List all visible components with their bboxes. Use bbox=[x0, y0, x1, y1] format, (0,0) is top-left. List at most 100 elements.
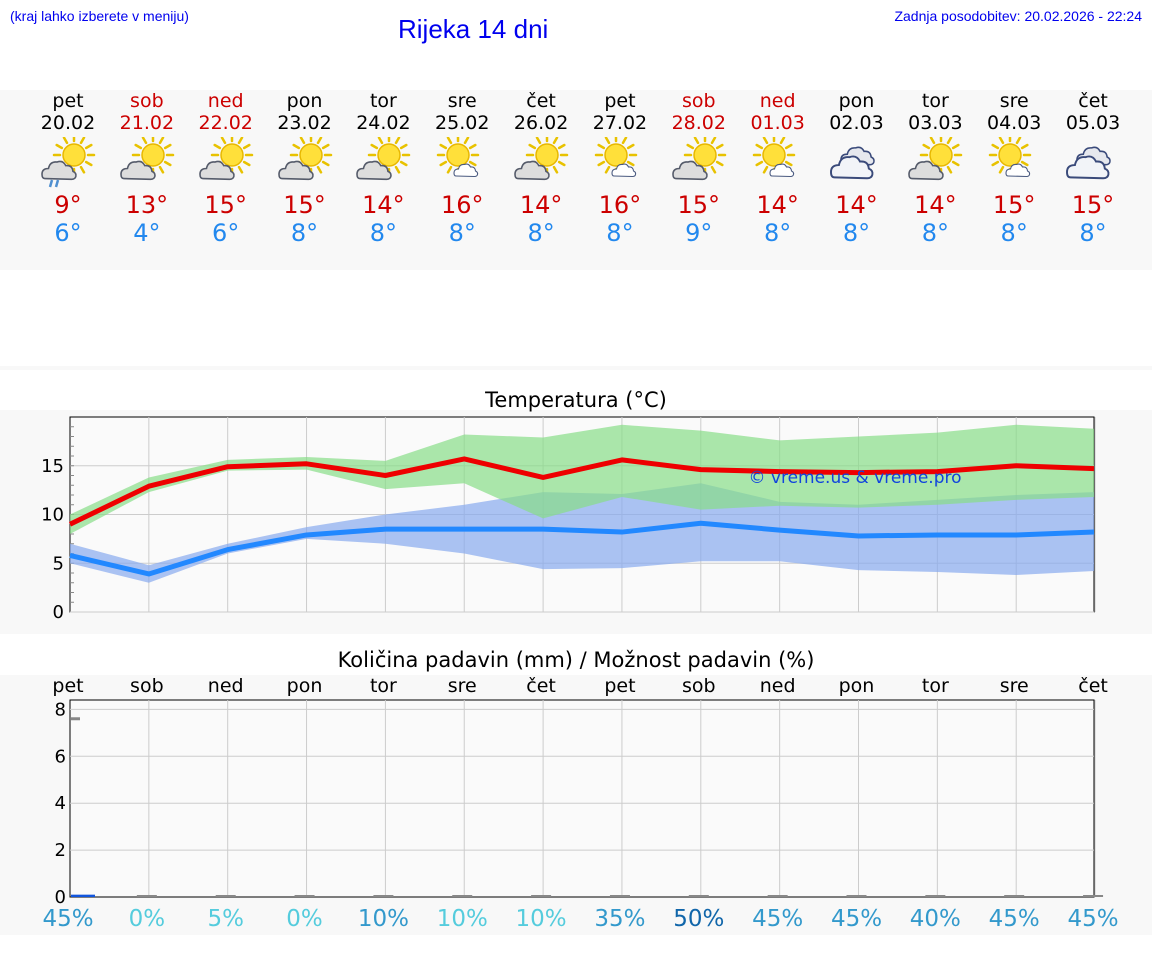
precip-bar bbox=[1004, 895, 1025, 897]
precip-chance-label: 50% bbox=[673, 906, 724, 932]
day-name: čet bbox=[526, 90, 556, 112]
day-name: pon bbox=[286, 90, 323, 112]
day-date: 25.02 bbox=[435, 112, 490, 134]
day-date: 01.03 bbox=[750, 112, 805, 134]
day-column: sre 25.02 16° 8° bbox=[422, 90, 502, 247]
day-column: pon 23.02 15° 8° bbox=[265, 90, 345, 247]
x-day-label: pet bbox=[604, 675, 635, 697]
precip-bar bbox=[688, 895, 709, 897]
day-date: 02.03 bbox=[829, 112, 884, 134]
day-name: sob bbox=[130, 90, 164, 112]
temperature-title: Temperatura (°C) bbox=[485, 388, 667, 412]
x-day-label: sob bbox=[682, 675, 716, 697]
precip-bar bbox=[215, 895, 236, 897]
max-temperature: 15° bbox=[992, 191, 1036, 219]
temperature-chart: 0 5 10 15 © vreme.us & vreme.pro bbox=[41, 416, 1096, 623]
day-column: čet 05.03 15° 8° bbox=[1053, 90, 1133, 247]
x-day-label: pet bbox=[52, 675, 83, 697]
x-day-label: tor bbox=[922, 675, 949, 697]
sun-cloud-icon bbox=[186, 137, 266, 189]
day-column: sob 28.02 15° 9° bbox=[659, 90, 739, 247]
y-tick-label: 0 bbox=[53, 602, 64, 623]
min-temperature: 8° bbox=[1079, 219, 1107, 247]
plot-area bbox=[69, 699, 1095, 898]
sun-cloud-icon bbox=[107, 137, 187, 189]
min-temperature: 8° bbox=[369, 219, 398, 247]
y-tick-label: 4 bbox=[55, 793, 66, 814]
max-range-band bbox=[70, 424, 1094, 534]
day-date: 24.02 bbox=[356, 112, 411, 134]
page-title: Rijeka 14 dni bbox=[398, 14, 549, 44]
day-name: pon bbox=[838, 90, 875, 112]
max-temperature: 13° bbox=[125, 191, 169, 219]
sun-cloud-icon bbox=[501, 137, 581, 189]
day-column: sob 21.02 13° 4° bbox=[107, 90, 187, 247]
sun-cloud-icon bbox=[265, 137, 345, 189]
min-temperature: 6° bbox=[54, 219, 82, 247]
y-tick-label: 10 bbox=[41, 505, 64, 526]
y-tick-label: 8 bbox=[55, 699, 66, 720]
x-day-label: čet bbox=[1078, 675, 1108, 697]
max-temperature: 15° bbox=[204, 191, 247, 219]
min-temperature: 8° bbox=[842, 219, 871, 247]
day-date: 27.02 bbox=[592, 112, 648, 134]
precip-bar bbox=[373, 895, 394, 897]
min-temperature: 8° bbox=[290, 219, 319, 247]
min-temperature: 9° bbox=[685, 219, 713, 247]
city-hint[interactable]: (kraj lahko izberete v meniju) bbox=[10, 8, 189, 24]
day-date: 26.02 bbox=[513, 112, 569, 134]
min-temperature: 8° bbox=[764, 219, 792, 247]
sun-cloud-rain-icon bbox=[28, 137, 108, 189]
precip-bar bbox=[1083, 895, 1104, 897]
day-date: 03.03 bbox=[908, 112, 963, 134]
day-name: ned bbox=[759, 90, 796, 112]
precip-bar bbox=[294, 895, 315, 897]
watermark: © vreme.us & vreme.pro bbox=[748, 468, 961, 488]
precip-bar bbox=[452, 895, 473, 897]
x-day-label: čet bbox=[526, 675, 556, 697]
min-temperature: 8° bbox=[921, 219, 949, 247]
max-temperature: 14° bbox=[835, 191, 878, 219]
day-date: 22.02 bbox=[198, 112, 253, 134]
day-date: 04.03 bbox=[986, 112, 1042, 134]
last-updated: Zadnja posodobitev: 20.02.2026 - 22:24 bbox=[894, 8, 1142, 24]
sun-small-cloud-icon bbox=[422, 137, 502, 189]
precip-chance-label: 40% bbox=[910, 906, 961, 932]
day-column: čet 26.02 14° 8° bbox=[501, 90, 581, 247]
min-temperature: 8° bbox=[606, 219, 634, 247]
max-temperature: 14° bbox=[519, 191, 563, 219]
precipitation-chart: pet sob ned pon tor sre čet pet sob ned pon tor sre č… bbox=[42, 675, 1118, 932]
precip-chance-label: 45% bbox=[1067, 906, 1118, 932]
day-column: tor 03.03 14° 8° bbox=[895, 90, 975, 247]
day-name: pet bbox=[604, 90, 636, 112]
x-day-label: sre bbox=[1000, 675, 1029, 697]
precip-bar bbox=[609, 895, 630, 897]
precip-bar bbox=[767, 895, 788, 897]
y-tick-label: 5 bbox=[53, 553, 64, 574]
max-temperature: 14° bbox=[914, 191, 957, 219]
sun-cloud-icon bbox=[343, 137, 423, 189]
day-column: pet 27.02 16° 8° bbox=[580, 90, 660, 247]
day-column: ned 01.03 14° 8° bbox=[738, 90, 818, 247]
precip-chance-label: 0% bbox=[286, 906, 323, 932]
day-name: sre bbox=[447, 90, 477, 112]
y-tick-label: 2 bbox=[55, 840, 66, 861]
precip-bar bbox=[846, 895, 867, 897]
precip-chance-label: 45% bbox=[752, 906, 803, 932]
x-day-label: sre bbox=[448, 675, 477, 697]
max-temperature: 16° bbox=[598, 191, 642, 219]
x-day-label: pon bbox=[287, 675, 323, 697]
x-day-label: ned bbox=[760, 675, 796, 697]
day-date: 21.02 bbox=[119, 112, 175, 134]
precip-chance-label: 45% bbox=[42, 906, 93, 932]
day-name: ned bbox=[207, 90, 244, 112]
day-name: pet bbox=[52, 90, 84, 112]
forecast-band bbox=[0, 90, 1152, 270]
x-day-label: pon bbox=[839, 675, 875, 697]
cloudy-icon bbox=[817, 137, 897, 189]
precip-chance-label: 45% bbox=[989, 906, 1040, 932]
y-tick-label: 6 bbox=[55, 746, 66, 767]
max-temperature: 15° bbox=[1071, 191, 1115, 219]
sun-cloud-icon bbox=[895, 137, 975, 189]
precip-chance-label: 35% bbox=[594, 906, 645, 932]
